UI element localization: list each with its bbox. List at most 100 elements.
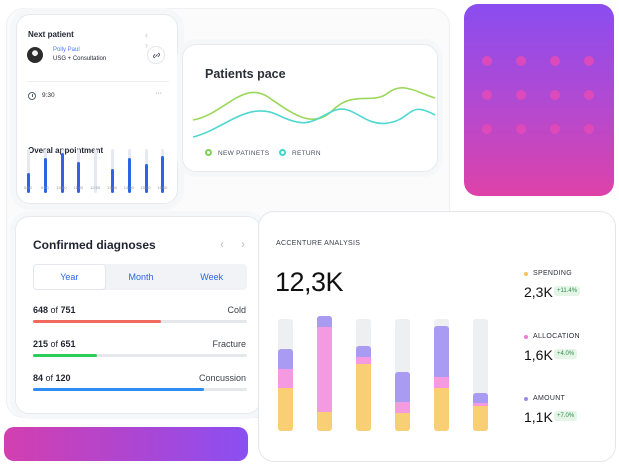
appointment-bar-fill <box>144 164 148 193</box>
legend-change-badge: +4.0% <box>554 349 578 359</box>
legend-value: 1,1K <box>524 409 553 425</box>
analysis-bar-allocation <box>317 326 332 412</box>
legend-label: SPENDING <box>533 270 572 277</box>
diagnosis-count: 648 of 751 <box>33 305 76 315</box>
appointment-bar <box>27 149 30 193</box>
patient-name[interactable]: Polly Paul <box>53 47 80 53</box>
confirmed-diagnoses-title: Confirmed diagnoses <box>33 238 156 252</box>
appointment-tick-label: 15:00 <box>140 185 151 190</box>
period-selector: Year Month Week <box>33 264 247 290</box>
appointment-tick-label: 10:00 <box>56 185 67 190</box>
overall-appointment-title: Overal appointment <box>28 146 104 155</box>
legend-dot-icon <box>524 397 528 401</box>
legend-change-badge: +7.0% <box>554 411 578 421</box>
analysis-bar[interactable] <box>434 319 449 431</box>
new-patients-legend: NEW PATINETS <box>218 150 270 157</box>
decorative-dot <box>550 124 560 134</box>
diagnosis-label: Fracture <box>212 339 246 349</box>
analysis-bar-spending <box>434 388 449 431</box>
decorative-dot <box>550 90 560 100</box>
analysis-bar[interactable] <box>395 319 410 431</box>
decorative-dot <box>550 56 560 66</box>
accenture-analysis-card: ACCENTURE ANALYSIS 12,3K SPENDING 2,3K +11… <box>258 211 616 462</box>
appointment-time: 9:30 <box>42 92 55 99</box>
analysis-bar-amount <box>473 392 488 403</box>
decorative-gradient-bar <box>4 427 248 461</box>
analysis-bar[interactable] <box>317 315 332 431</box>
tab-month[interactable]: Month <box>128 272 154 282</box>
legend-label: ALLOCATION <box>533 333 580 340</box>
decorative-dot <box>584 124 594 134</box>
new-patients-legend-icon <box>205 149 212 156</box>
decorative-dot <box>516 124 526 134</box>
appointment-bar <box>161 149 165 193</box>
decorative-dot <box>516 90 526 100</box>
tab-week[interactable]: Week <box>200 272 224 282</box>
legend-value: 1,6K <box>524 347 553 363</box>
analysis-bar[interactable] <box>473 319 488 431</box>
legend-value: 2,3K <box>524 284 553 300</box>
appointment-bar <box>60 149 64 193</box>
decorative-dot <box>482 90 492 100</box>
patients-pace-title: Patients pace <box>205 67 286 81</box>
avatar <box>27 47 43 63</box>
decorative-gradient-tile <box>464 4 614 196</box>
analysis-bar-amount <box>356 345 371 358</box>
next-patient-title: Next patient <box>28 30 74 39</box>
diagnosis-label: Concussion <box>198 373 246 383</box>
analysis-bar-allocation <box>356 357 371 364</box>
analysis-bar-allocation <box>278 369 293 389</box>
analysis-bar-amount <box>395 371 410 402</box>
diagnosis-progress-track <box>33 388 247 391</box>
clock-icon <box>28 92 36 100</box>
next-patient-card: Next patient ‹ › Polly Paul USG + Consul… <box>16 14 178 204</box>
diagnosis-progress-fill <box>33 320 162 323</box>
new-patients-line <box>192 87 436 121</box>
legend-dot-icon <box>524 272 528 276</box>
appointment-bar <box>43 149 47 193</box>
appointment-tick-label: 11:00 <box>73 185 84 190</box>
decorative-dot <box>516 56 526 66</box>
analysis-total: 12,3K <box>275 267 344 297</box>
next-patient-nav[interactable]: ‹ › <box>145 30 156 50</box>
link-icon[interactable] <box>147 46 165 64</box>
decorative-dot <box>482 56 492 66</box>
analysis-bar-amount <box>278 349 293 370</box>
analysis-bar-allocation <box>395 401 410 414</box>
confirmed-diagnoses-card: Confirmed diagnoses ‹ › Year Month Week … <box>15 216 261 414</box>
chevron-right-icon[interactable]: › <box>241 237 245 251</box>
appointment-bar <box>127 149 131 193</box>
analysis-bar[interactable] <box>356 319 371 431</box>
divider <box>27 81 169 82</box>
appointment-bar-fill <box>77 162 81 193</box>
decorative-dot <box>482 124 492 134</box>
chevron-left-icon[interactable]: ‹ <box>220 237 224 251</box>
patient-procedure: USG + Consultation <box>53 56 107 62</box>
analysis-bar-amount <box>317 315 332 327</box>
tab-year[interactable]: Year <box>33 264 106 290</box>
appointment-bar-fill <box>60 153 64 193</box>
legend-dot-icon <box>524 335 528 339</box>
appointment-tick-label: 12:00 <box>90 185 101 190</box>
appointment-tick-label: 13:00 <box>106 185 117 190</box>
return-legend: RETURN <box>292 150 321 157</box>
analysis-bar-spending <box>278 388 293 431</box>
analysis-title: ACCENTURE ANALYSIS <box>276 240 361 247</box>
diagnosis-progress-track <box>33 320 247 323</box>
decorative-dot <box>584 90 594 100</box>
appointment-bar <box>111 149 114 193</box>
appointment-bar <box>77 149 81 193</box>
analysis-bar-amount <box>434 325 449 378</box>
appointment-tick-label: 8:00 <box>24 185 32 190</box>
diagnosis-progress-fill <box>33 354 98 357</box>
more-options-icon[interactable]: ··· <box>155 90 162 97</box>
appointment-bar-fill <box>127 157 131 193</box>
diagnosis-label: Cold <box>227 305 246 315</box>
appointment-tick-label: 9:00 <box>40 185 49 190</box>
analysis-bar-spending <box>356 363 371 431</box>
analysis-bar[interactable] <box>278 319 293 431</box>
legend-change-badge: +11.4% <box>554 286 581 296</box>
appointment-tick-label: 14:00 <box>123 185 134 190</box>
diagnosis-progress-fill <box>33 388 205 391</box>
patients-pace-card: Patients pace NEW PATINETS RETURN <box>182 44 438 172</box>
